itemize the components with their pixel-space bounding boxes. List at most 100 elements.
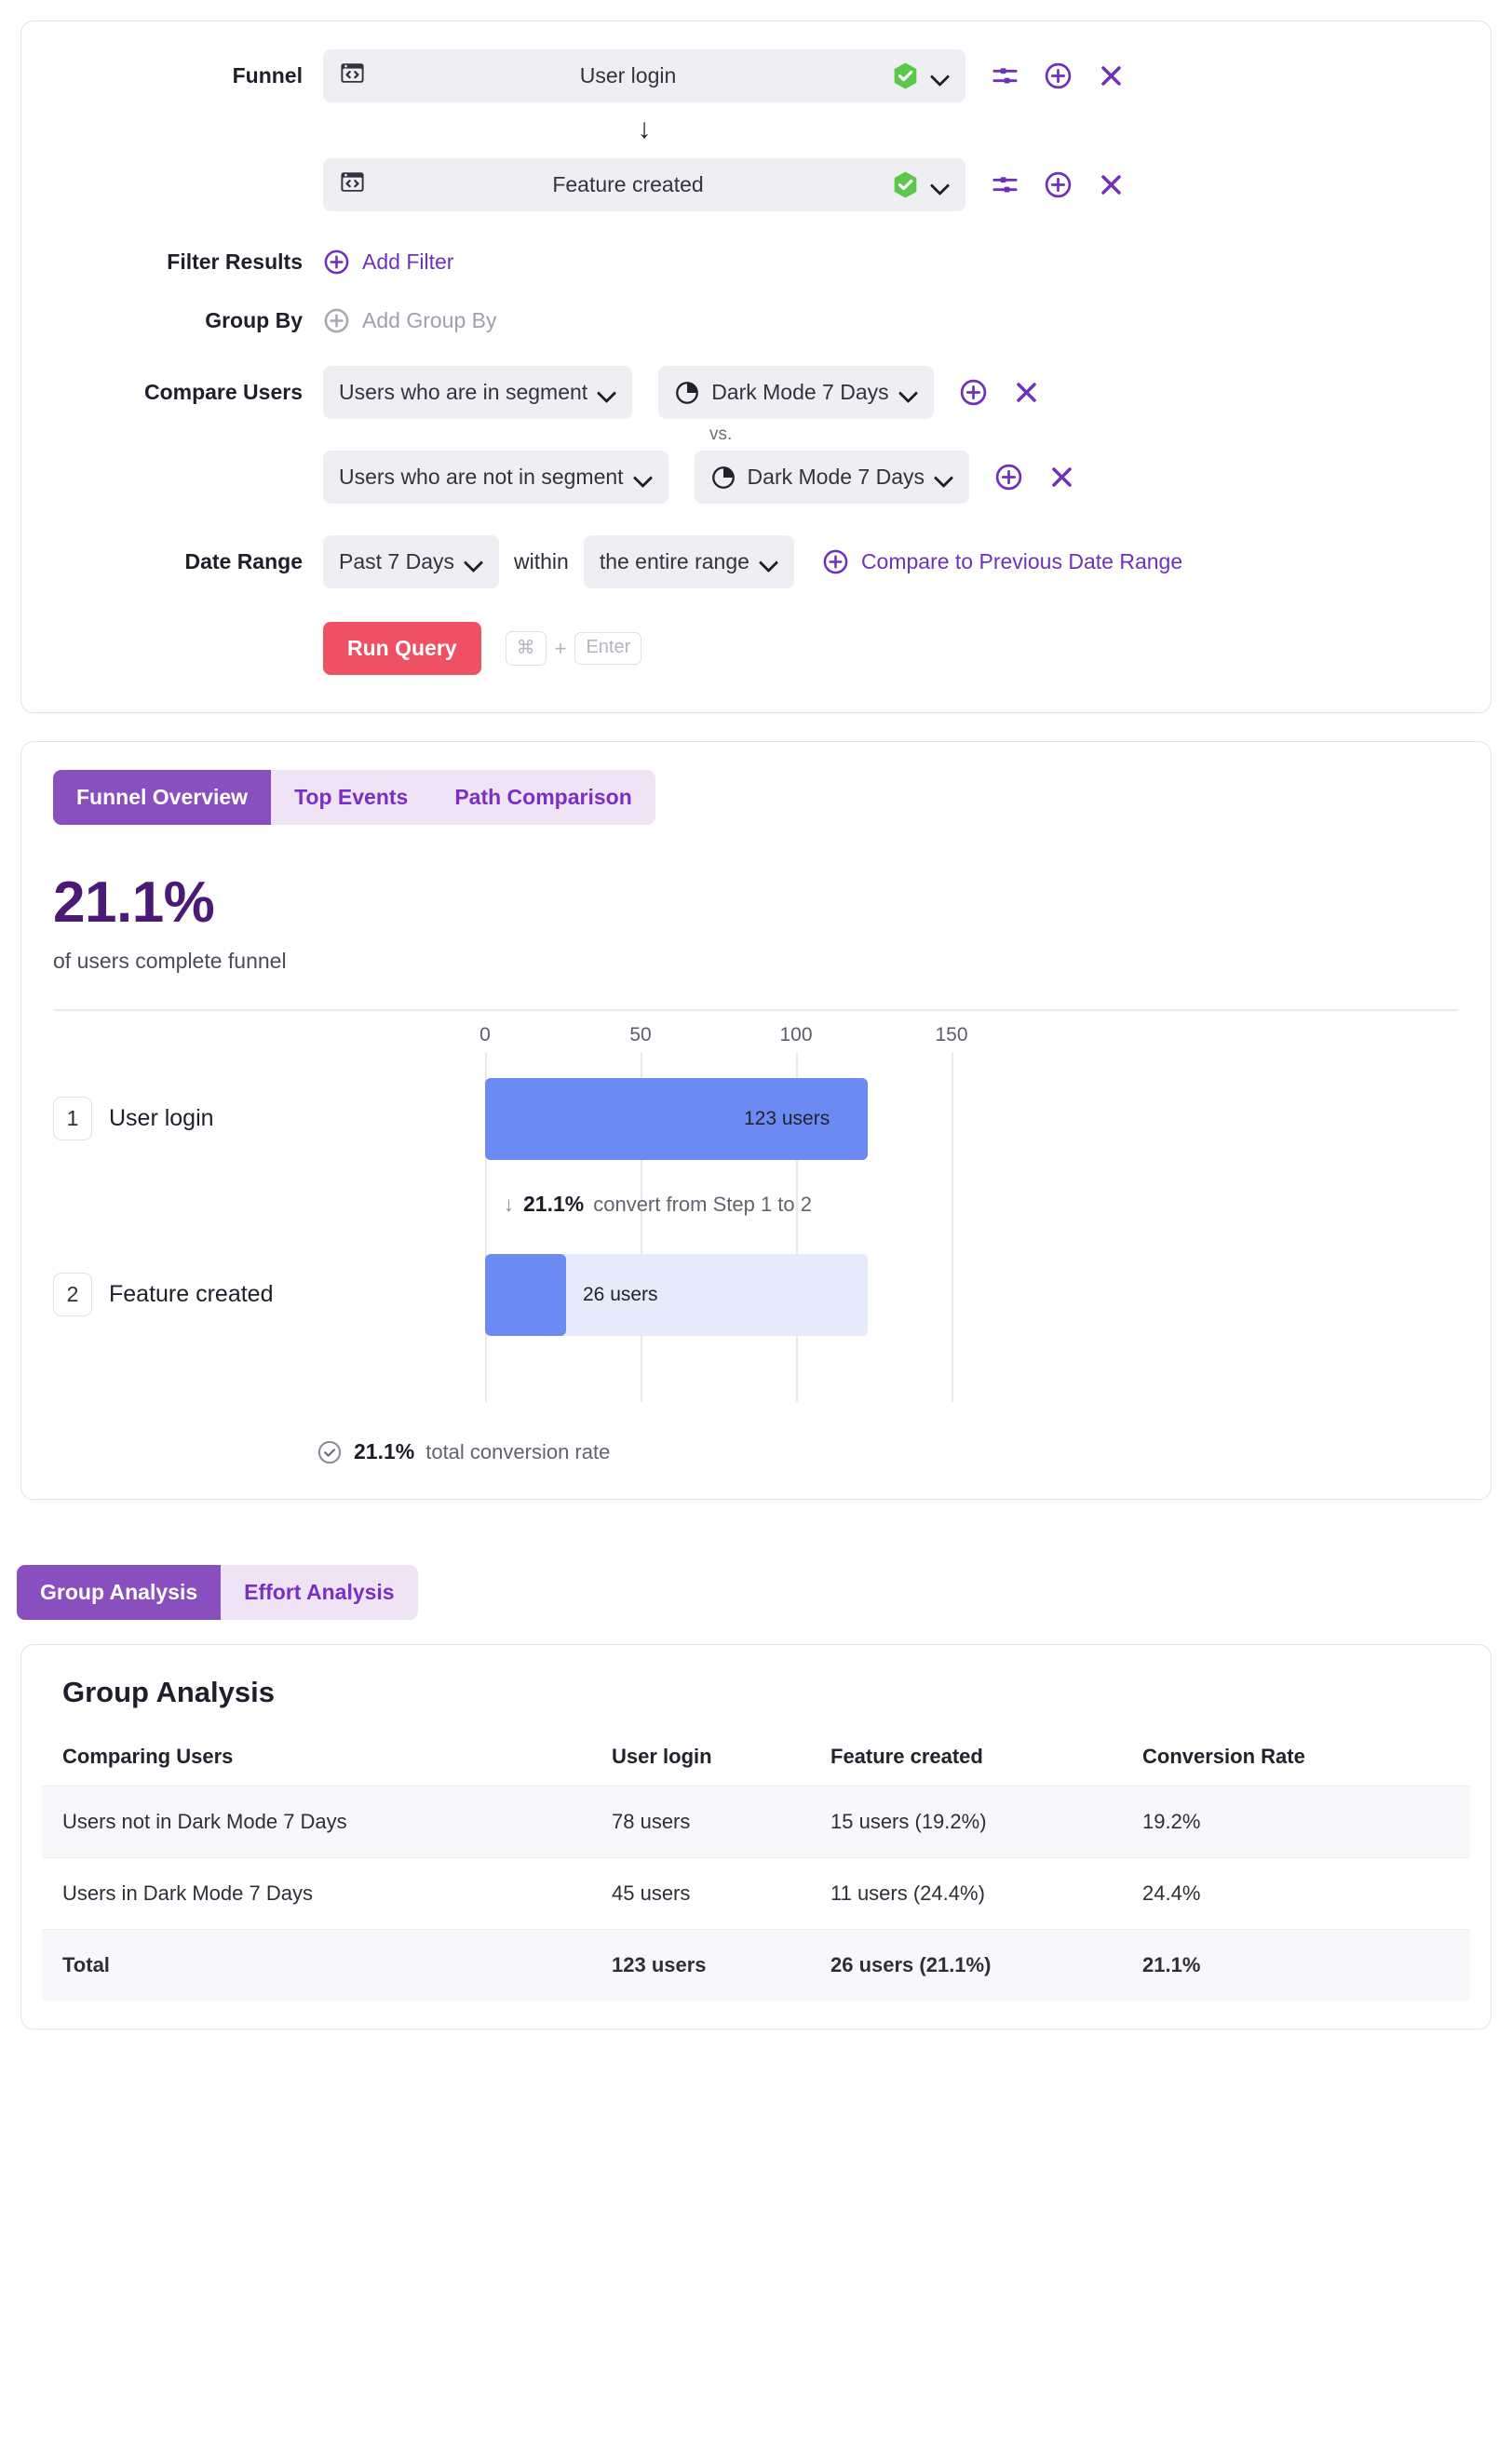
step-2-bar-fill bbox=[485, 1253, 566, 1336]
compare-segment-value-2: Dark Mode 7 Days bbox=[747, 465, 925, 489]
results-tabs: Funnel Overview Top Events Path Comparis… bbox=[53, 770, 655, 825]
plus-circle-icon[interactable] bbox=[1044, 61, 1073, 90]
run-query-row: Run Query ⌘ + Enter bbox=[53, 622, 1459, 675]
funnel-label: Funnel bbox=[232, 63, 303, 88]
arrow-down-icon: ↓ bbox=[504, 1192, 514, 1216]
compare-previous-date-range-button[interactable]: Compare to Previous Date Range bbox=[822, 548, 1182, 575]
kbd-command: ⌘ bbox=[505, 631, 547, 666]
chevron-down-icon bbox=[761, 553, 778, 571]
plus-circle-icon[interactable] bbox=[994, 463, 1023, 492]
cell-conversion-rate: 19.2% bbox=[1122, 1785, 1470, 1857]
compare-row-2-actions bbox=[994, 463, 1076, 492]
query-builder-card: Funnel User login bbox=[20, 20, 1492, 713]
event-code-icon bbox=[339, 60, 366, 92]
step-conversion-note: ↓ 21.1% convert from Step 1 to 2 bbox=[504, 1192, 812, 1217]
chevron-down-icon bbox=[599, 384, 616, 401]
chevron-down-icon bbox=[932, 176, 950, 194]
sliders-icon[interactable] bbox=[991, 170, 1019, 199]
chevron-down-icon bbox=[936, 468, 953, 486]
segment-pie-icon bbox=[710, 465, 736, 491]
gridline-0 bbox=[485, 1051, 487, 1402]
step-conversion-value: 21.1% bbox=[523, 1191, 585, 1216]
gridline-50 bbox=[641, 1051, 642, 1402]
x-tick-150: 150 bbox=[935, 1023, 968, 1045]
funnel-step-1-actions bbox=[991, 61, 1126, 90]
chevron-down-icon bbox=[466, 553, 483, 571]
compare-segment-value-1: Dark Mode 7 Days bbox=[711, 380, 889, 404]
compare-condition-value-2: Users who are not in segment bbox=[339, 465, 624, 489]
funnel-arrow-row: ↓ bbox=[53, 114, 1459, 147]
cell-feature-created: 11 users (24.4%) bbox=[810, 1856, 1122, 1929]
compare-segment-select-2[interactable]: Dark Mode 7 Days bbox=[694, 451, 970, 504]
compare-users-row-2: Users who are not in segment Dark Mode 7… bbox=[53, 451, 1459, 504]
compare-vs-row: vs. bbox=[53, 419, 1459, 451]
run-query-button[interactable]: Run Query bbox=[323, 622, 481, 675]
group-by-row: Group By Add Group By bbox=[53, 307, 1459, 334]
add-group-by-label: Add Group By bbox=[362, 308, 497, 332]
cell-group-name: Users in Dark Mode 7 Days bbox=[42, 1856, 591, 1929]
table-row[interactable]: Users in Dark Mode 7 Days 45 users 11 us… bbox=[42, 1856, 1470, 1929]
x-tick-50: 50 bbox=[629, 1023, 652, 1045]
within-label: within bbox=[514, 549, 569, 573]
divider bbox=[53, 1009, 1459, 1011]
funnel-step-2-event-select[interactable]: Feature created bbox=[323, 158, 965, 211]
tab-group-analysis[interactable]: Group Analysis bbox=[17, 1564, 222, 1620]
table-row-total: Total 123 users 26 users (21.1%) 21.1% bbox=[42, 1928, 1470, 2001]
table-row[interactable]: Users not in Dark Mode 7 Days 78 users 1… bbox=[42, 1785, 1470, 1857]
compare-condition-select-1[interactable]: Users who are in segment bbox=[323, 366, 633, 419]
event-code-icon bbox=[339, 169, 366, 201]
date-range-select[interactable]: Past 7 Days bbox=[323, 535, 499, 588]
funnel-step-1-event-select[interactable]: User login bbox=[323, 49, 965, 102]
add-filter-label: Add Filter bbox=[362, 249, 454, 274]
step-1-bar[interactable] bbox=[485, 1077, 868, 1160]
group-analysis-card: Group Analysis Comparing Users User logi… bbox=[20, 1643, 1492, 2030]
compare-vs-label: vs. bbox=[709, 425, 733, 444]
add-group-by-button[interactable]: Add Group By bbox=[323, 307, 496, 334]
group-analysis-table: Comparing Users User login Feature creat… bbox=[42, 1735, 1470, 2001]
close-x-icon[interactable] bbox=[1097, 170, 1126, 199]
compare-condition-select-2[interactable]: Users who are not in segment bbox=[323, 451, 668, 504]
total-conversion-note: 21.1% total conversion rate bbox=[53, 1439, 1459, 1465]
cell-feature-created: 15 users (19.2%) bbox=[810, 1785, 1122, 1857]
total-conversion-value: 21.1% bbox=[354, 1439, 415, 1463]
date-range-row: Date Range Past 7 Days within the entire… bbox=[53, 535, 1459, 588]
column-header-comparing-users: Comparing Users bbox=[62, 1744, 234, 1768]
step-conversion-text: convert from Step 1 to 2 bbox=[593, 1192, 812, 1216]
sliders-icon[interactable] bbox=[991, 61, 1019, 90]
tab-top-events[interactable]: Top Events bbox=[271, 770, 432, 825]
gridline-100 bbox=[796, 1051, 798, 1402]
kbd-plus: + bbox=[554, 636, 567, 660]
funnel-step-1-fields: User login bbox=[323, 49, 1126, 102]
plus-circle-icon bbox=[822, 548, 849, 575]
step-2-bar[interactable] bbox=[485, 1253, 868, 1336]
cell-user-login: 45 users bbox=[591, 1856, 810, 1929]
plus-circle-icon[interactable] bbox=[1044, 170, 1073, 199]
compare-previous-date-range-label: Compare to Previous Date Range bbox=[860, 549, 1183, 573]
tab-path-comparison[interactable]: Path Comparison bbox=[431, 770, 655, 825]
cell-total-feature-created: 26 users (21.1%) bbox=[810, 1928, 1122, 2001]
compare-segment-select-1[interactable]: Dark Mode 7 Days bbox=[658, 366, 934, 419]
funnel-bar-chart: 0 50 100 150 1 User login 123 users ↓ 21… bbox=[53, 1024, 1459, 1424]
funnel-step-1-event-name: User login bbox=[579, 63, 677, 88]
close-x-icon[interactable] bbox=[1012, 378, 1041, 407]
group-by-label: Group By bbox=[205, 308, 303, 332]
close-x-icon[interactable] bbox=[1097, 61, 1126, 90]
gridline-150 bbox=[952, 1051, 953, 1402]
cell-total-user-login: 123 users bbox=[591, 1928, 810, 2001]
add-filter-button[interactable]: Add Filter bbox=[323, 249, 453, 276]
step-2-bar-value: 26 users bbox=[583, 1283, 658, 1305]
date-window-select[interactable]: the entire range bbox=[583, 535, 794, 588]
column-header-user-login: User login bbox=[612, 1744, 712, 1768]
column-header-feature-created: Feature created bbox=[830, 1744, 983, 1768]
compare-condition-value-1: Users who are in segment bbox=[339, 380, 588, 404]
plus-circle-icon[interactable] bbox=[959, 378, 988, 407]
tab-funnel-overview[interactable]: Funnel Overview bbox=[53, 770, 272, 825]
table-header-row: Comparing Users User login Feature creat… bbox=[42, 1735, 1470, 1787]
funnel-step-2-actions bbox=[991, 170, 1126, 199]
tab-effort-analysis[interactable]: Effort Analysis bbox=[221, 1564, 418, 1620]
funnel-step-2-fields: Feature created bbox=[323, 158, 1126, 211]
filter-results-label: Filter Results bbox=[167, 249, 303, 274]
close-x-icon[interactable] bbox=[1047, 463, 1076, 492]
filter-results-row: Filter Results Add Filter bbox=[53, 249, 1459, 276]
chevron-down-icon bbox=[635, 468, 653, 486]
